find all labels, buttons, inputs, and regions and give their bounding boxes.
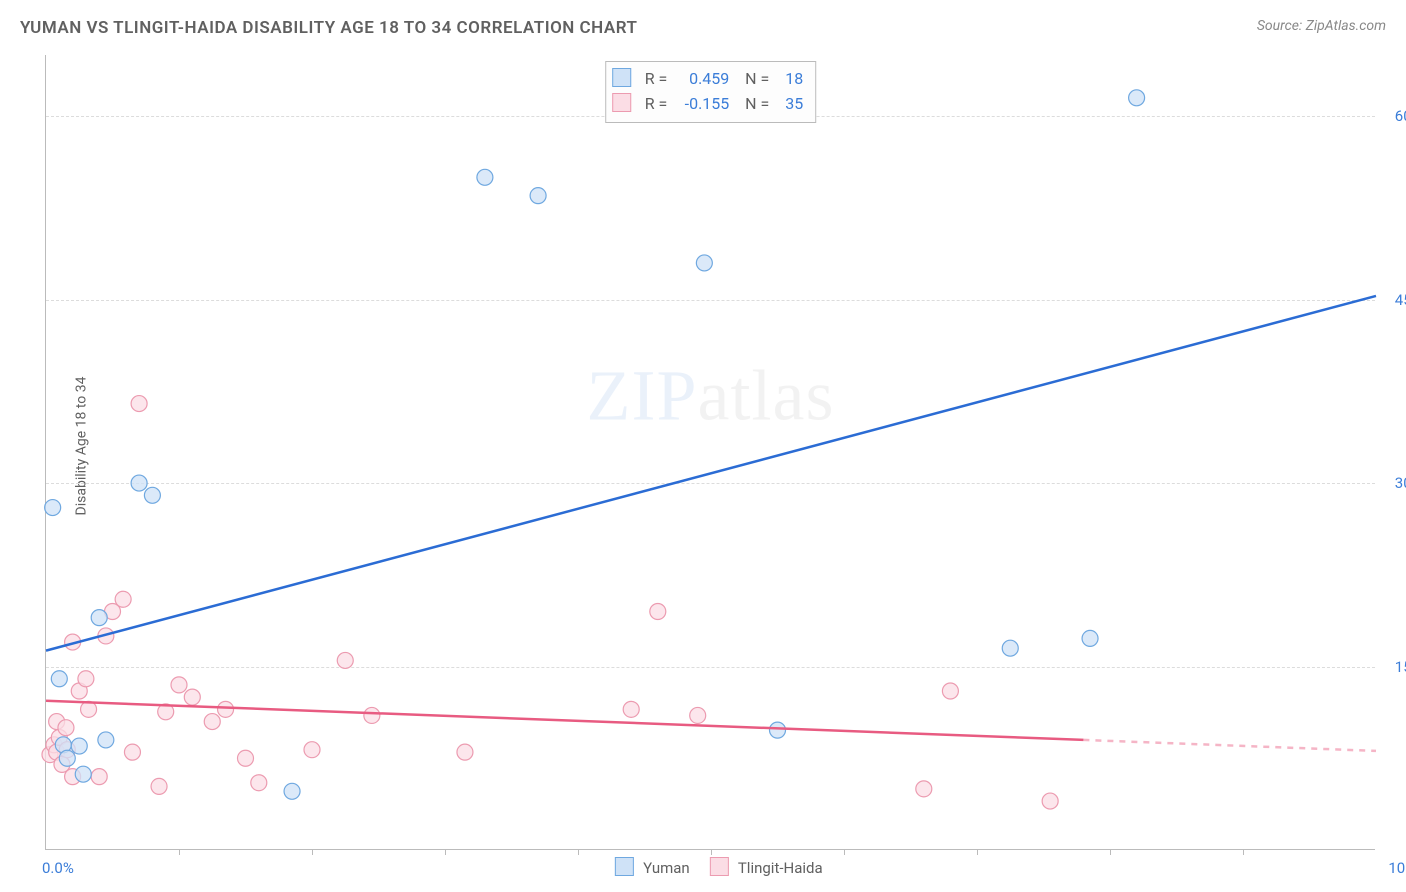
data-point <box>650 604 666 620</box>
data-point <box>151 778 167 794</box>
data-point <box>51 671 67 687</box>
data-point <box>284 783 300 799</box>
data-point <box>251 775 267 791</box>
trend-line <box>46 296 1376 651</box>
data-point <box>144 487 160 503</box>
data-point <box>204 714 220 730</box>
data-point <box>916 781 932 797</box>
stats-row-series2: R = -0.155 N = 35 <box>612 92 804 117</box>
data-point <box>1129 90 1145 106</box>
swatch-series2 <box>709 857 728 876</box>
data-point <box>115 591 131 607</box>
x-tick <box>1110 849 1111 855</box>
n-value-series1: 18 <box>773 67 803 92</box>
data-point <box>98 732 114 748</box>
x-axis-label: 0.0% <box>42 859 74 877</box>
r-value-series2: -0.155 <box>671 92 729 117</box>
r-label: R = <box>645 69 668 88</box>
data-point <box>530 188 546 204</box>
trend-line <box>46 701 1083 740</box>
x-tick <box>1243 849 1244 855</box>
data-point <box>218 701 234 717</box>
data-point <box>78 671 94 687</box>
data-point <box>131 396 147 412</box>
data-point <box>337 652 353 668</box>
data-point <box>131 475 147 491</box>
y-tick-label: 60.0% <box>1380 107 1406 125</box>
swatch-series2 <box>612 93 631 112</box>
data-point <box>477 169 493 185</box>
data-point <box>124 744 140 760</box>
data-point <box>59 750 75 766</box>
legend-label-series1: Yuman <box>643 859 690 877</box>
data-point <box>304 742 320 758</box>
x-tick <box>445 849 446 855</box>
data-point <box>1042 793 1058 809</box>
data-point <box>690 707 706 723</box>
n-label: N = <box>745 69 769 88</box>
data-point <box>238 750 254 766</box>
swatch-series1 <box>614 857 633 876</box>
data-point <box>91 769 107 785</box>
y-tick-label: 15.0% <box>1380 658 1406 676</box>
n-label: N = <box>745 94 769 113</box>
data-point <box>364 707 380 723</box>
x-axis-label: 100.0% <box>1388 859 1406 877</box>
r-label: R = <box>645 94 668 113</box>
data-point <box>71 738 87 754</box>
data-point <box>770 722 786 738</box>
y-tick-label: 30.0% <box>1380 474 1406 492</box>
x-tick <box>844 849 845 855</box>
x-tick <box>312 849 313 855</box>
x-tick <box>179 849 180 855</box>
axis-legend: Yuman Tlingit-Haida <box>598 857 822 877</box>
data-point <box>75 766 91 782</box>
data-point <box>171 677 187 693</box>
plot-svg <box>46 55 1375 849</box>
data-point <box>623 701 639 717</box>
r-value-series1: 0.459 <box>671 67 729 92</box>
data-point <box>184 689 200 705</box>
trend-line <box>1083 740 1376 751</box>
x-tick <box>578 849 579 855</box>
data-point <box>91 610 107 626</box>
y-tick-label: 45.0% <box>1380 291 1406 309</box>
n-value-series2: 35 <box>773 92 803 117</box>
chart-title: YUMAN VS TLINGIT-HAIDA DISABILITY AGE 18… <box>20 18 637 38</box>
data-point <box>1082 630 1098 646</box>
legend-label-series2: Tlingit-Haida <box>738 859 823 877</box>
data-point <box>45 500 61 516</box>
x-tick <box>977 849 978 855</box>
stats-legend-box: R = 0.459 N = 18 R = -0.155 N = 35 <box>605 61 817 123</box>
stats-row-series1: R = 0.459 N = 18 <box>612 67 804 92</box>
swatch-series1 <box>612 68 631 87</box>
chart-area: ZIPatlas 15.0%30.0%45.0%60.0% R = 0.459 … <box>45 55 1375 850</box>
data-point <box>696 255 712 271</box>
source-label: Source: ZipAtlas.com <box>1257 18 1386 34</box>
data-point <box>457 744 473 760</box>
data-point <box>942 683 958 699</box>
x-tick <box>711 849 712 855</box>
data-point <box>1002 640 1018 656</box>
data-point <box>58 720 74 736</box>
